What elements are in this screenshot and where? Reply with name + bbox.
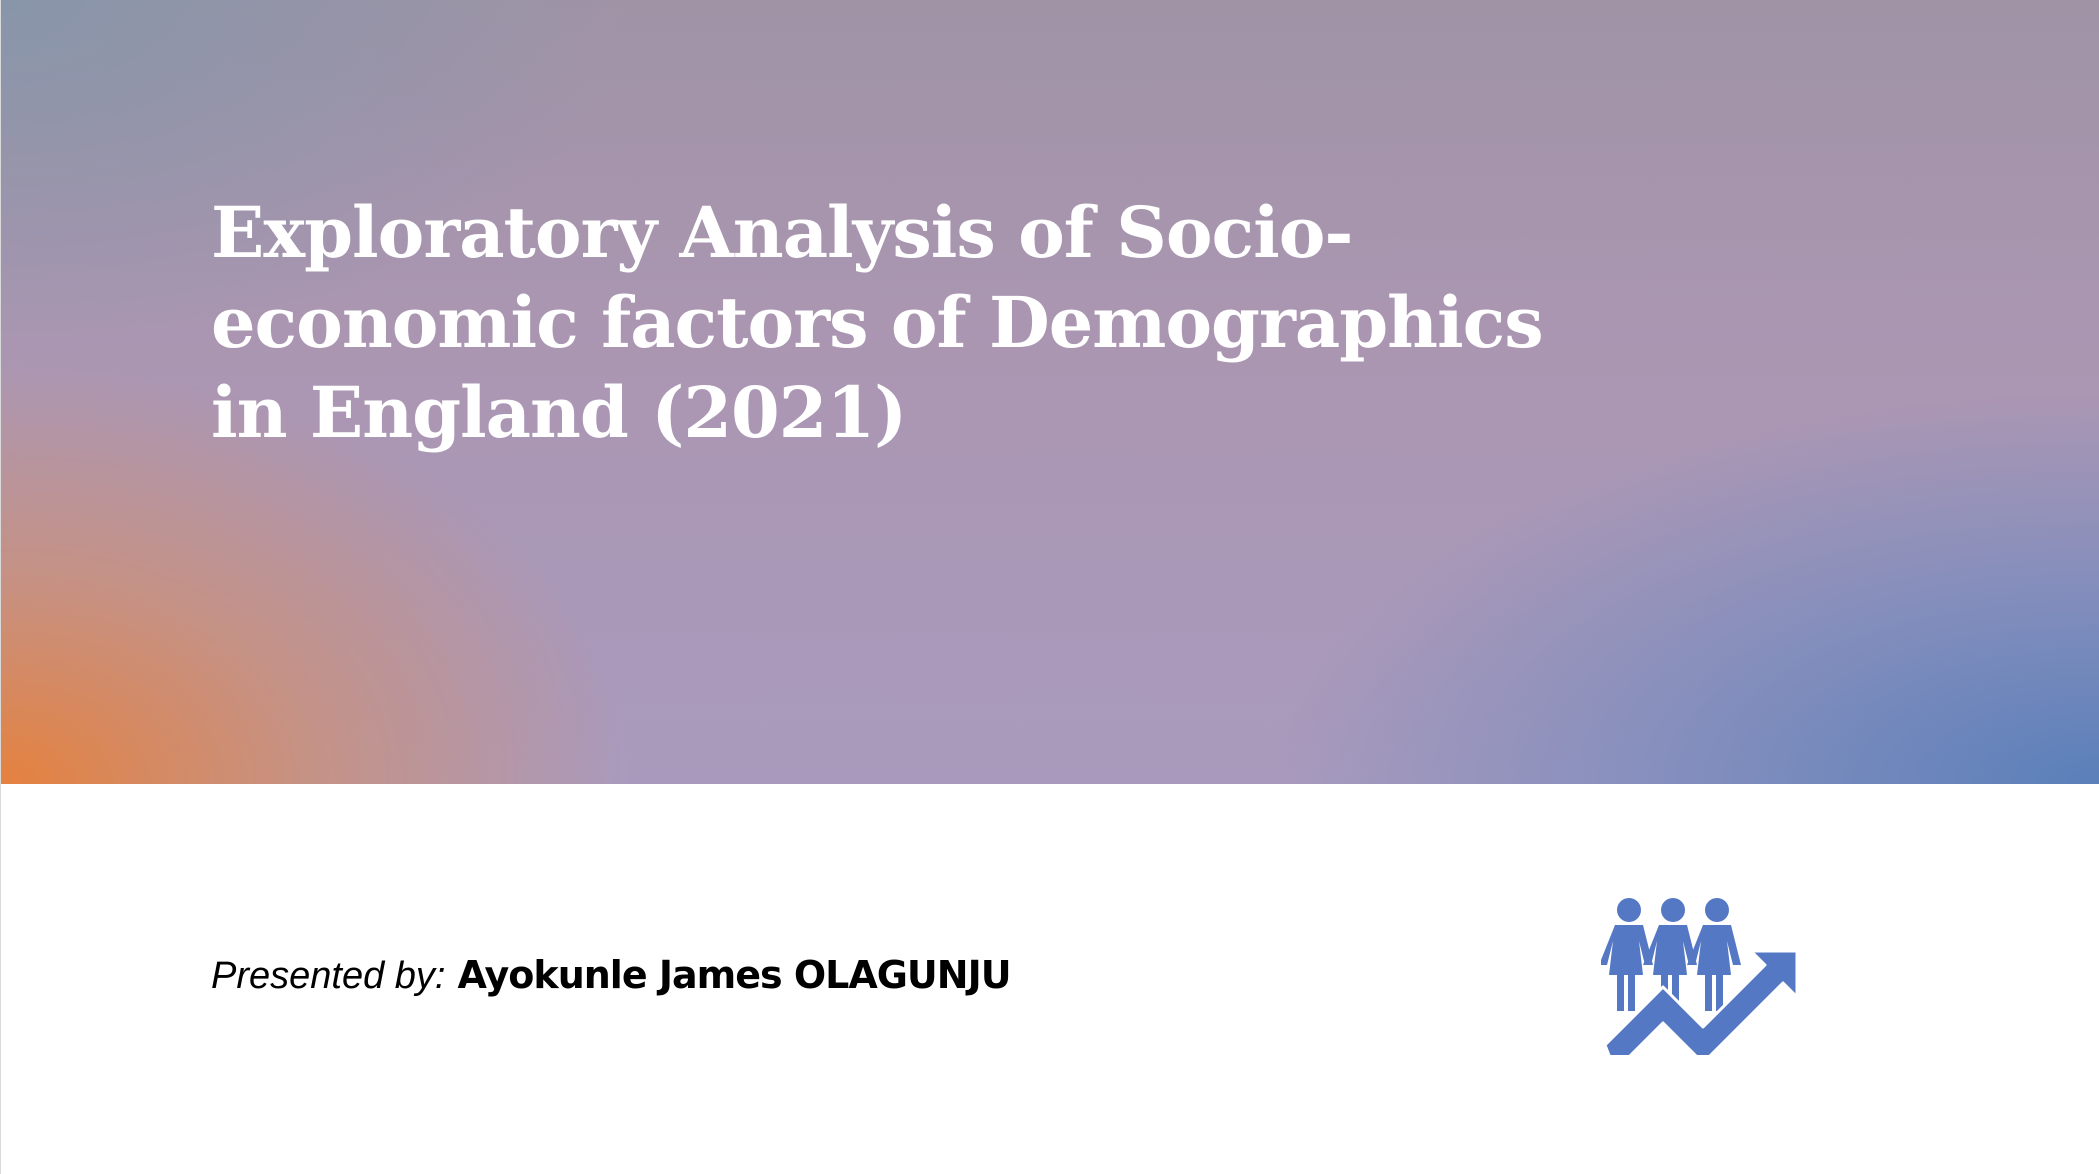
people-growth-icon <box>1601 898 1796 1055</box>
slide-title: Exploratory Analysis of Socio-economic f… <box>211 191 1544 454</box>
presenter-name: Ayokunle James OLAGUNJU <box>457 953 1011 997</box>
presenter-label: Presented by: <box>211 955 446 997</box>
gradient-banner: Exploratory Analysis of Socio-economic f… <box>1 0 2099 784</box>
presenter-line: Presented by: Ayokunle James OLAGUNJU <box>211 950 1012 1001</box>
